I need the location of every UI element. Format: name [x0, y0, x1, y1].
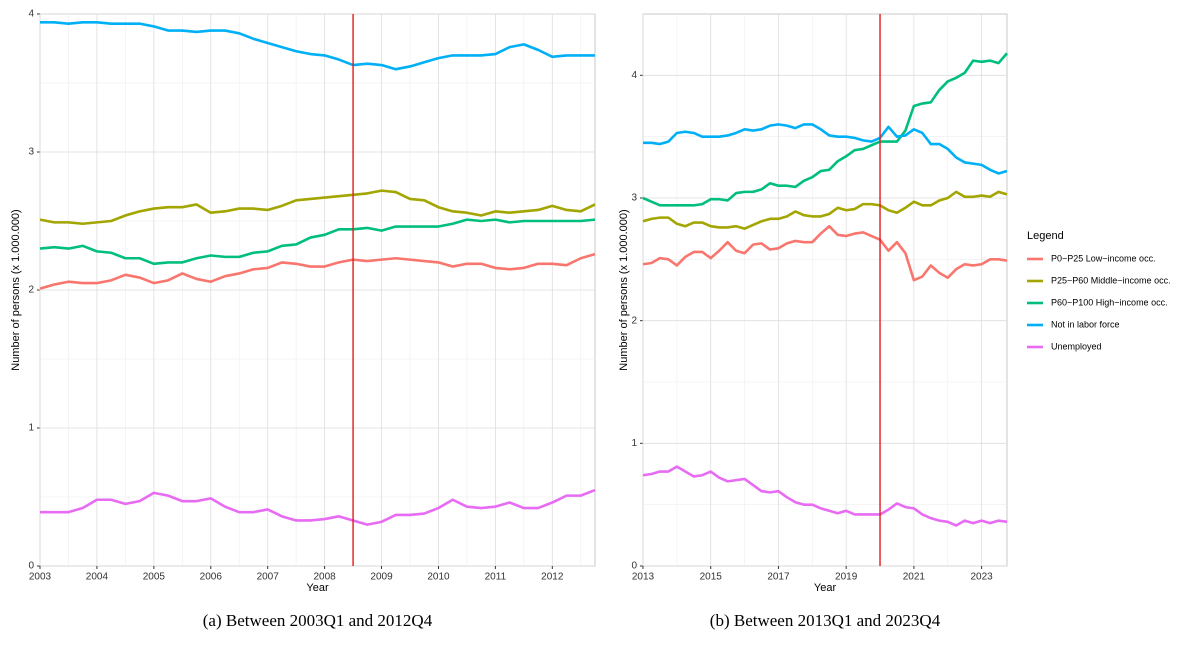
series-line [39, 252, 596, 290]
legend-label: P25−P60 Middle−income occ. [1051, 275, 1171, 285]
series-line [40, 20, 595, 71]
series-line [642, 465, 1008, 527]
series-line [642, 190, 1008, 230]
x-tick-label: 2011 [485, 572, 507, 583]
y-tick-label: 1 [28, 423, 34, 434]
series-line [642, 52, 1008, 207]
y-tick-label: 0 [631, 561, 637, 572]
x-tick-label: 2013 [632, 572, 655, 583]
legend-title: Legend [1027, 230, 1064, 242]
legend-label: P0−P25 Low−income occ. [1051, 253, 1156, 263]
legend-label: P60−P100 High−income occ. [1051, 297, 1168, 307]
x-tick-label: 2010 [427, 572, 450, 583]
y-tick-label: 3 [28, 147, 34, 158]
y-axis-label: Number of persons (x 1.000.000) [618, 209, 630, 370]
series-line [39, 189, 596, 226]
plot-border [642, 13, 1008, 567]
legend-label: Unemployed [1051, 341, 1102, 351]
caption: (a) Between 2003Q1 and 2012Q4 [203, 611, 433, 630]
y-tick-label: 4 [631, 70, 637, 81]
y-tick-label: 2 [28, 285, 34, 296]
x-tick-label: 2004 [86, 572, 109, 583]
x-tick-label: 2003 [29, 572, 52, 583]
y-tick-label: 0 [28, 561, 34, 572]
series-line [643, 123, 1008, 175]
x-tick-label: 2006 [200, 572, 223, 583]
x-tick-label: 2005 [143, 572, 166, 583]
series-line [40, 488, 596, 526]
legend-label: Not in labor force [1051, 319, 1120, 329]
x-tick-label: 2017 [767, 572, 790, 583]
x-axis-label: Year [814, 582, 837, 594]
x-tick-label: 2009 [370, 572, 393, 583]
y-tick-label: 4 [28, 9, 34, 20]
x-tick-label: 2015 [700, 572, 723, 583]
y-tick-label: 2 [631, 315, 637, 326]
x-tick-label: 2008 [313, 572, 336, 583]
series-line [39, 218, 596, 266]
y-tick-label: 1 [631, 438, 637, 449]
series-line [642, 224, 1008, 282]
caption: (b) Between 2013Q1 and 2023Q4 [710, 611, 941, 630]
x-axis-label: Year [306, 582, 329, 594]
y-axis-label: Number of persons (x 1.000.000) [10, 209, 22, 370]
x-tick-label: 2007 [257, 572, 280, 583]
x-tick-label: 2012 [541, 572, 564, 583]
x-tick-label: 2021 [903, 572, 926, 583]
x-tick-label: 2023 [970, 572, 993, 583]
y-tick-label: 3 [631, 193, 637, 204]
x-tick-label: 2019 [835, 572, 858, 583]
